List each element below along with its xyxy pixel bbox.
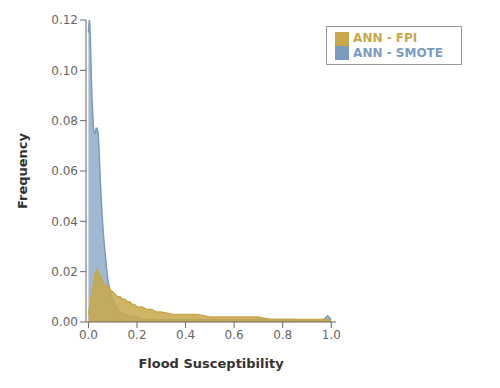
svg-text:0.04: 0.04 bbox=[51, 215, 78, 229]
svg-text:0.10: 0.10 bbox=[51, 64, 78, 78]
svg-text:Flood Susceptibility: Flood Susceptibility bbox=[138, 356, 284, 371]
svg-text:1.0: 1.0 bbox=[322, 328, 341, 342]
svg-text:0.4: 0.4 bbox=[176, 328, 195, 342]
svg-text:0.06: 0.06 bbox=[51, 164, 78, 178]
svg-text:0.6: 0.6 bbox=[225, 328, 244, 342]
html-text:ANN - SMOTE: ANN - SMOTE bbox=[353, 45, 443, 60]
svg-text:0.00: 0.00 bbox=[51, 315, 78, 329]
html-text:ANN - FPI: ANN - FPI bbox=[353, 31, 418, 45]
svg-text:Frequency: Frequency bbox=[15, 132, 30, 209]
svg-text:0.2: 0.2 bbox=[127, 328, 146, 342]
svg-text:0.08: 0.08 bbox=[51, 114, 78, 128]
svg-text:0.8: 0.8 bbox=[273, 328, 292, 342]
svg-text:0.0: 0.0 bbox=[79, 328, 98, 342]
svg-text:0.12: 0.12 bbox=[51, 13, 78, 27]
svg-text:0.02: 0.02 bbox=[51, 265, 78, 279]
